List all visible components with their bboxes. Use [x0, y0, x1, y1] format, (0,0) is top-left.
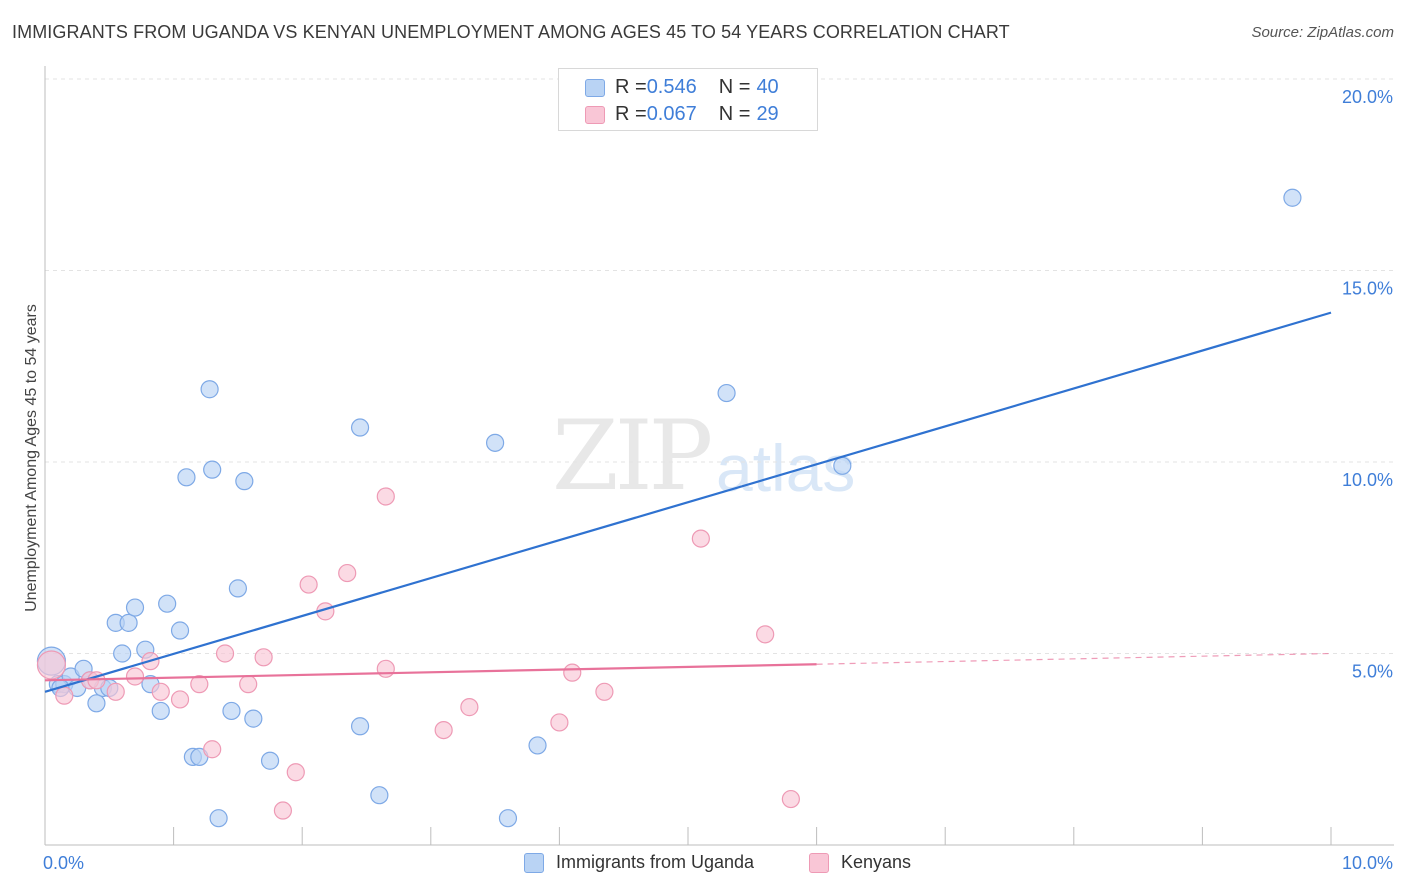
x-tick-label: 0.0% — [43, 853, 84, 873]
uganda-point — [222, 701, 241, 721]
legend-r-label: R = — [615, 103, 647, 125]
kenyans-trend-extension — [816, 652, 1332, 665]
uganda-point — [486, 433, 505, 452]
legend-n-label: N = — [718, 76, 751, 98]
watermark-atlas: atlas — [716, 431, 856, 505]
kenyans-point — [550, 713, 569, 732]
uganda-point — [87, 694, 106, 713]
legend-n-value-uganda: 40 — [756, 76, 779, 98]
uganda-point — [370, 786, 389, 805]
uganda-point — [151, 701, 170, 721]
kenyans-point — [781, 789, 800, 809]
kenyans-point — [55, 686, 74, 705]
legend-row-uganda: R = 0.546 N = 40 — [585, 76, 779, 99]
bottom-legend-label-uganda: Immigrants from Uganda — [556, 852, 755, 872]
kenyans-point — [434, 720, 453, 740]
x-tick-label: 10.0% — [1342, 853, 1393, 873]
uganda-trend-line — [44, 311, 1332, 693]
uganda-point — [209, 809, 228, 828]
uganda-point — [260, 751, 280, 770]
uganda-point — [1283, 188, 1302, 207]
uganda-point — [833, 456, 852, 475]
kenyans-point — [691, 529, 710, 548]
uganda-point — [228, 579, 247, 598]
uganda-point — [498, 809, 518, 828]
kenyans-point — [170, 690, 190, 709]
legend-r-value-kenyans: 0.067 — [646, 103, 697, 125]
uganda-point — [717, 383, 736, 403]
uganda-point — [200, 380, 219, 399]
legend-row-kenyans: R = 0.067 N = 29 — [585, 103, 779, 126]
kenyans-point — [338, 563, 357, 583]
uganda-point — [528, 736, 547, 755]
kenyans-point — [190, 675, 209, 694]
kenyans-trend-line — [44, 663, 817, 682]
kenyans-point — [376, 659, 395, 678]
y-tick-label: 15.0% — [1342, 279, 1393, 299]
uganda-point — [350, 717, 370, 736]
bottom-legend-uganda[interactable]: Immigrants from Uganda — [524, 852, 754, 873]
uganda-point — [119, 613, 138, 632]
kenyans-point — [36, 650, 67, 680]
kenyans-point — [215, 644, 235, 663]
kenyans-point — [286, 763, 305, 782]
kenyans-point — [254, 648, 273, 667]
kenyans-point — [376, 487, 395, 506]
uganda-point — [244, 709, 263, 728]
legend-r-label: R = — [615, 76, 647, 98]
kenyans-point — [595, 682, 614, 701]
bottom-legend-swatch-kenyans — [809, 852, 829, 873]
kenyans-point — [273, 801, 293, 820]
legend-swatch-uganda — [585, 78, 605, 97]
uganda-point — [235, 472, 254, 491]
chart-title: IMMIGRANTS FROM UGANDA VS KENYAN UNEMPLO… — [12, 22, 1010, 42]
kenyans-point — [299, 575, 318, 594]
legend-n-label: N = — [718, 103, 751, 125]
correlation-legend: R = 0.546 N = 40 R = 0.067 N = 29 — [558, 68, 818, 131]
y-tick-label: 5.0% — [1352, 662, 1393, 682]
kenyans-point — [151, 682, 170, 701]
y-tick-label: 10.0% — [1342, 470, 1393, 490]
kenyans-point — [106, 682, 125, 701]
bottom-legend-kenyans[interactable]: Kenyans — [809, 852, 911, 873]
uganda-point — [203, 460, 222, 479]
uganda-point — [170, 621, 190, 640]
uganda-point — [177, 468, 196, 487]
kenyans-point — [125, 667, 145, 686]
kenyans-point — [239, 675, 258, 694]
uganda-point — [158, 594, 177, 613]
bottom-legend-swatch-uganda — [524, 852, 544, 873]
legend-swatch-kenyans — [585, 105, 605, 124]
bottom-legend-label-kenyans: Kenyans — [841, 852, 912, 872]
uganda-point — [350, 418, 370, 437]
uganda-point — [125, 598, 145, 617]
kenyans-point — [756, 625, 775, 644]
legend-r-value-uganda: 0.546 — [646, 76, 697, 98]
source-label: Source: ZipAtlas.com — [1251, 24, 1394, 41]
y-tick-label: 20.0% — [1342, 87, 1393, 107]
kenyans-point — [563, 663, 582, 682]
kenyans-point — [203, 740, 222, 759]
uganda-point — [113, 644, 132, 663]
kenyans-point — [460, 698, 479, 717]
legend-n-value-kenyans: 29 — [756, 103, 779, 125]
watermark-zip: ZIP — [552, 400, 713, 512]
